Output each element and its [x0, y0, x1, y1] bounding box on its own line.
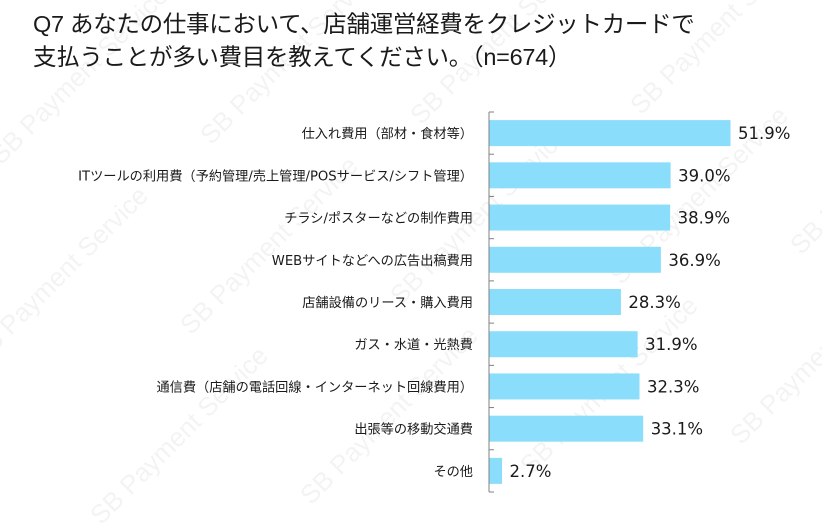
data-label: 28.3%	[628, 293, 680, 312]
bar	[489, 331, 638, 358]
category-label: チラシ/ポスターなどの制作費用	[284, 211, 473, 227]
bar	[489, 162, 671, 189]
bar	[489, 120, 731, 147]
category-label: ガス・水道・光熱費	[354, 337, 473, 353]
data-label: 36.9%	[668, 251, 720, 270]
bar	[489, 204, 671, 231]
title-line-1: Q7 あなたの仕事において、店舗運営経費をクレジットカードで	[33, 11, 695, 37]
title-line-2: 支払うことが多い費目を教えてください。（n=674）	[33, 44, 572, 70]
category-label: 通信費（店舗の電話回線・インターネット回線費用）	[157, 378, 474, 395]
chart-title: Q7 あなたの仕事において、店舗運営経費をクレジットカードで 支払うことが多い費…	[33, 8, 695, 74]
bar	[489, 373, 640, 400]
category-label: ITツールの利用費（予約管理/売上管理/POSサービス/シフト管理）	[78, 168, 473, 184]
category-label: WEBサイトなどへの広告出稿費用	[272, 253, 473, 269]
category-label: 店舗設備のリース・購入費用	[302, 295, 473, 311]
bar-chart: 仕入れ費用（部材・食材等） 51.9% ITツールの利用費（予約管理/売上管理/PO…	[78, 111, 790, 493]
category-label: 出張等の移動交通費	[354, 421, 473, 438]
category-label: その他	[433, 464, 473, 480]
bar	[489, 246, 661, 273]
data-label: 39.0%	[678, 166, 730, 185]
bar	[489, 289, 621, 315]
bar	[489, 457, 503, 484]
data-label: 32.3%	[647, 377, 699, 396]
category-label: 仕入れ費用（部材・食材等）	[302, 125, 473, 142]
data-label: 2.7%	[510, 462, 552, 481]
bar	[489, 415, 644, 442]
data-label: 51.9%	[738, 124, 790, 143]
data-label: 33.1%	[651, 420, 703, 439]
data-label: 38.9%	[678, 209, 730, 228]
data-label: 31.9%	[645, 335, 697, 354]
